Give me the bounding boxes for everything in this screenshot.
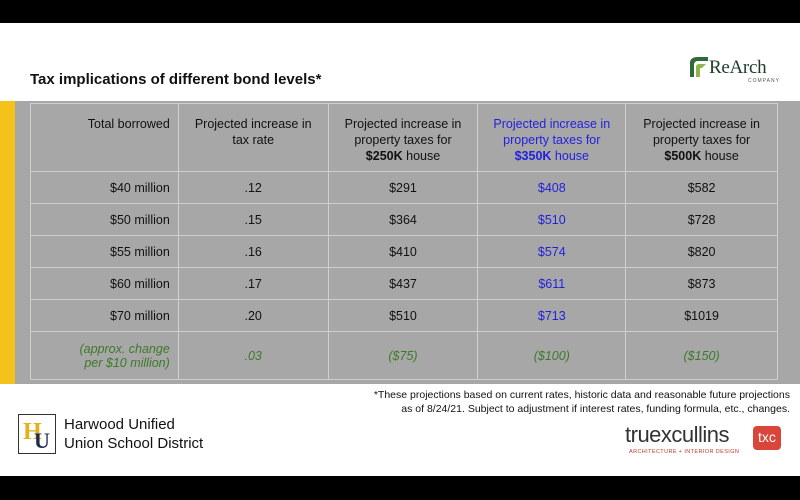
cell-tax-rate: .16 [177, 235, 329, 268]
table-row: $40 million .12 $291 $408 $582 [30, 171, 778, 204]
table-header-row: Total borrowed Projected increase in tax … [30, 103, 778, 172]
header-250k: Projected increase in property taxes for $… [327, 103, 479, 172]
cell-total-borrowed: $70 million [30, 299, 179, 332]
slide: Tax implications of different bond level… [0, 23, 800, 476]
table-row: $60 million .17 $437 $611 $873 [30, 267, 778, 300]
cell-250k: $364 [327, 203, 479, 236]
footer-tax-rate: .03 [177, 331, 329, 380]
cell-250k: $510 [327, 299, 479, 332]
footer-350k: ($100) [477, 331, 627, 380]
footnote: *These projections based on current rate… [320, 388, 790, 416]
truexcullins-sub: ARCHITECTURE + INTERIOR DESIGN [629, 449, 740, 455]
cell-total-borrowed: $60 million [30, 267, 179, 300]
table-footer-row: (approx. change per $10 million) .03 ($75… [30, 331, 778, 380]
district-logo: H U Harwood Unified Union School Distric… [18, 414, 258, 458]
cell-tax-rate: .17 [177, 267, 329, 300]
cell-tax-rate: .15 [177, 203, 329, 236]
cell-total-borrowed: $50 million [30, 203, 179, 236]
cell-total-borrowed: $40 million [30, 171, 179, 204]
table-row: $50 million .15 $364 $510 $728 [30, 203, 778, 236]
cell-tax-rate: .12 [177, 171, 329, 204]
header-500k: Projected increase in property taxes for $… [625, 103, 778, 172]
cell-total-borrowed: $55 million [30, 235, 179, 268]
cell-350k: $574 [477, 235, 627, 268]
slide-title: Tax implications of different bond level… [30, 71, 322, 88]
cell-500k: $1019 [625, 299, 778, 332]
cell-tax-rate: .20 [177, 299, 329, 332]
rearch-name: ReArch [709, 57, 767, 78]
district-name-line1: Harwood Unified [64, 416, 175, 433]
rearch-mark-icon [690, 57, 708, 77]
table-row: $70 million .20 $510 $713 $1019 [30, 299, 778, 332]
cell-350k: $713 [477, 299, 627, 332]
footer-250k: ($75) [327, 331, 479, 380]
district-name-line2: Union School District [64, 435, 204, 452]
accent-bar [0, 101, 15, 384]
cell-500k: $582 [625, 171, 778, 204]
cell-350k: $611 [477, 267, 627, 300]
truexcullins-name: truexcullins [625, 422, 730, 447]
bond-table: Total borrowed Projected increase in tax … [30, 103, 778, 380]
rearch-logo: ReArch COMPANY [688, 53, 784, 87]
footnote-line2: as of 8/24/21. Subject to adjustment if … [401, 403, 790, 415]
footnote-line1: *These projections based on current rate… [373, 389, 790, 401]
header-total-borrowed: Total borrowed [30, 103, 179, 172]
footer-label: (approx. change per $10 million) [30, 331, 179, 380]
cell-350k: $408 [477, 171, 627, 204]
hu-mark-icon: H U [18, 414, 56, 454]
rearch-sub: COMPANY [748, 78, 780, 84]
cell-500k: $728 [625, 203, 778, 236]
cell-350k: $510 [477, 203, 627, 236]
cell-500k: $873 [625, 267, 778, 300]
header-350k: Projected increase in property taxes for $… [477, 103, 627, 172]
footer-500k: ($150) [625, 331, 778, 380]
txc-badge-icon: txc [753, 426, 781, 450]
table-row: $55 million .16 $410 $574 $820 [30, 235, 778, 268]
header-tax-rate: Projected increase in tax rate [177, 103, 329, 172]
cell-250k: $291 [327, 171, 479, 204]
cell-500k: $820 [625, 235, 778, 268]
cell-250k: $410 [327, 235, 479, 268]
truexcullins-logo: truexcullins ARCHITECTURE + INTERIOR DES… [625, 422, 785, 462]
cell-250k: $437 [327, 267, 479, 300]
